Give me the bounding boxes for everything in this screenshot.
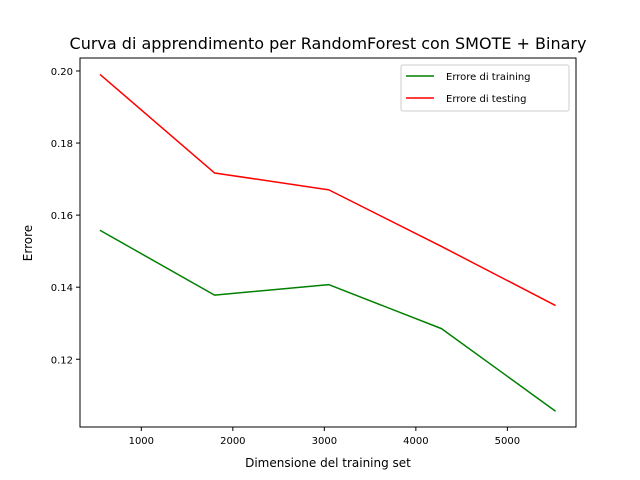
y-tick-label: 0.20 bbox=[51, 67, 73, 78]
plot-frame bbox=[79, 57, 577, 428]
legend: Errore di training Errore di testing bbox=[400, 64, 570, 112]
y-tick-label: 0.16 bbox=[51, 211, 73, 222]
series-lines bbox=[99, 73, 556, 412]
x-tick-label: 3000 bbox=[312, 436, 337, 447]
x-axis-ticks: 1000 2000 3000 4000 5000 bbox=[129, 427, 520, 447]
x-tick-label: 5000 bbox=[495, 436, 520, 447]
chart-title: Curva di apprendimento per RandomForest … bbox=[70, 34, 587, 53]
x-tick-label: 4000 bbox=[403, 436, 428, 447]
x-tick-label: 1000 bbox=[129, 436, 154, 447]
legend-label-testing: Errore di testing bbox=[446, 94, 526, 105]
x-tick-label: 2000 bbox=[220, 436, 245, 447]
legend-box bbox=[400, 64, 570, 112]
y-axis-ticks: 0.12 0.14 0.16 0.18 0.20 bbox=[51, 67, 80, 366]
y-tick-label: 0.12 bbox=[51, 355, 73, 366]
y-tick-label: 0.18 bbox=[51, 139, 73, 150]
y-tick-label: 0.14 bbox=[51, 283, 73, 294]
y-axis-label: Errore bbox=[21, 225, 35, 261]
x-axis-label: Dimensione del training set bbox=[245, 456, 411, 470]
legend-label-training: Errore di training bbox=[446, 72, 531, 83]
